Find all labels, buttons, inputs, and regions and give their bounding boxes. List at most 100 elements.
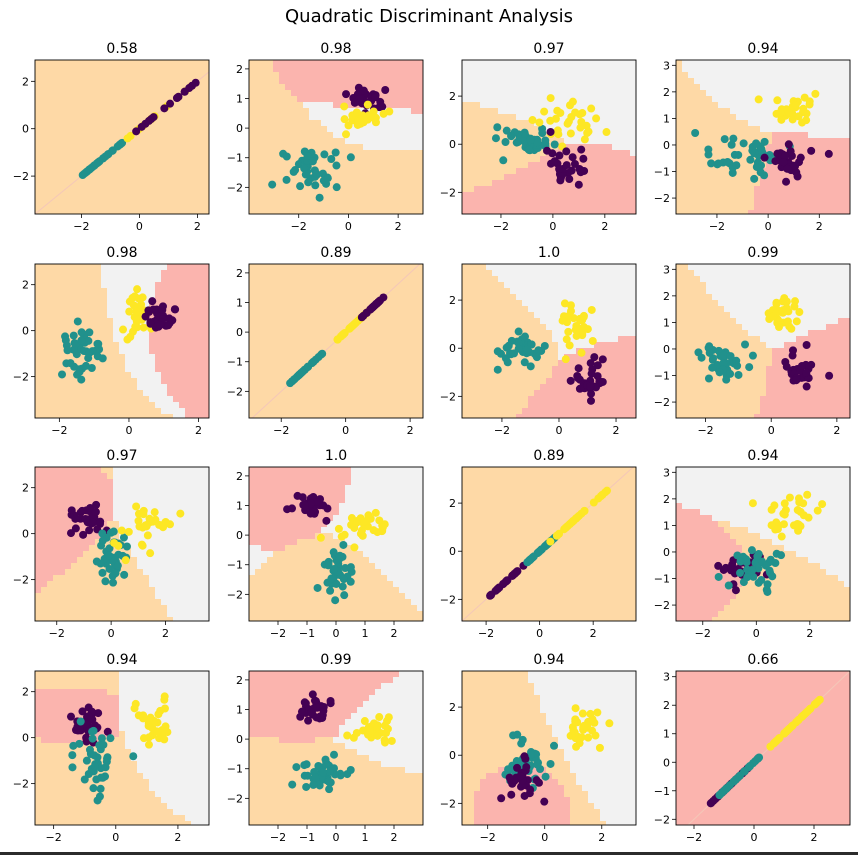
region-cell [504, 414, 511, 418]
region-cell [570, 72, 577, 79]
region-cell [173, 396, 180, 403]
region-cell [576, 288, 583, 295]
region-cell [261, 72, 268, 79]
region-cell [125, 384, 132, 391]
point-teal [730, 150, 739, 159]
region-cell [772, 60, 779, 67]
x-tick-label: 0 [125, 424, 132, 437]
region-cell [351, 204, 358, 211]
point-teal [691, 128, 700, 137]
region-cell [462, 78, 469, 85]
region-cell [321, 78, 328, 85]
region-cell [273, 210, 280, 214]
region-cell [718, 96, 725, 103]
region-cell [167, 354, 174, 361]
region-cell [570, 144, 577, 151]
region-cell [381, 156, 388, 163]
region-cell [802, 162, 809, 169]
region-cell [516, 324, 523, 331]
region-cell [249, 72, 256, 79]
point-yellow [546, 94, 555, 103]
region-cell [197, 276, 204, 283]
region-cell [179, 390, 186, 397]
region-cell [778, 288, 785, 295]
region-cell [796, 282, 803, 289]
region-cell [808, 270, 815, 277]
region-cell [309, 126, 316, 133]
region-cell [101, 342, 108, 349]
region-cell [107, 384, 114, 391]
point-teal [323, 174, 332, 183]
region-cell [742, 198, 749, 205]
region-cell [802, 264, 809, 271]
region-cell [333, 168, 340, 175]
region-cell [381, 60, 388, 67]
region-cell [155, 270, 162, 277]
region-cell [492, 324, 499, 331]
region-cell [83, 396, 90, 403]
region-cell [411, 90, 418, 97]
region-cell [748, 306, 755, 313]
region-cell [612, 318, 619, 325]
region-cell [480, 354, 487, 361]
region-cell [185, 384, 192, 391]
subplot-5: 0.98−2 0 2−202 [13, 245, 210, 437]
region-cell [576, 396, 583, 403]
region-cell [742, 276, 749, 283]
region-cell [570, 120, 577, 127]
region-cell [273, 192, 280, 199]
region-cell [486, 396, 493, 403]
region-cell [682, 108, 689, 115]
region-cell [516, 378, 523, 385]
point-teal [327, 155, 336, 164]
region-cell [790, 138, 797, 145]
region-cell [790, 84, 797, 91]
region-cell [522, 264, 529, 271]
region-cell [480, 282, 487, 289]
region-cell [185, 312, 192, 319]
region-cell [504, 180, 511, 187]
region-cell [612, 384, 619, 391]
region-cell [624, 264, 631, 271]
region-cell [700, 162, 707, 169]
region-cell [742, 72, 749, 79]
region-cell [624, 156, 631, 163]
region-cell [462, 84, 469, 91]
region-cell [113, 270, 120, 277]
region-cell [736, 108, 743, 115]
region-cell [558, 294, 565, 301]
region-cell [107, 282, 114, 289]
region-cell [778, 192, 785, 199]
region-cell [119, 294, 126, 301]
region-cell [796, 192, 803, 199]
region-cell [778, 342, 785, 349]
region-cell [760, 132, 767, 139]
region-cell [682, 96, 689, 103]
region-cell [492, 204, 499, 211]
region-cell [83, 372, 90, 379]
region-cell [249, 84, 256, 91]
region-cell [694, 156, 701, 163]
point-yellow [561, 355, 570, 364]
region-cell [700, 294, 707, 301]
region-cell [576, 60, 583, 67]
region-cell [814, 312, 821, 319]
region-cell [101, 300, 108, 307]
region-cell [742, 282, 749, 289]
region-cell [89, 360, 96, 367]
region-cell [558, 276, 565, 283]
point-teal [514, 327, 523, 336]
region-cell [95, 378, 102, 385]
region-cell [285, 108, 292, 115]
region-cell [486, 156, 493, 163]
region-cell [724, 60, 731, 67]
region-cell [534, 204, 541, 211]
region-cell [540, 156, 547, 163]
region-cell [363, 132, 370, 139]
region-cell [570, 294, 577, 301]
region-cell [688, 198, 695, 205]
region-cell [808, 162, 815, 169]
region-cell [712, 156, 719, 163]
region-cell [71, 384, 78, 391]
